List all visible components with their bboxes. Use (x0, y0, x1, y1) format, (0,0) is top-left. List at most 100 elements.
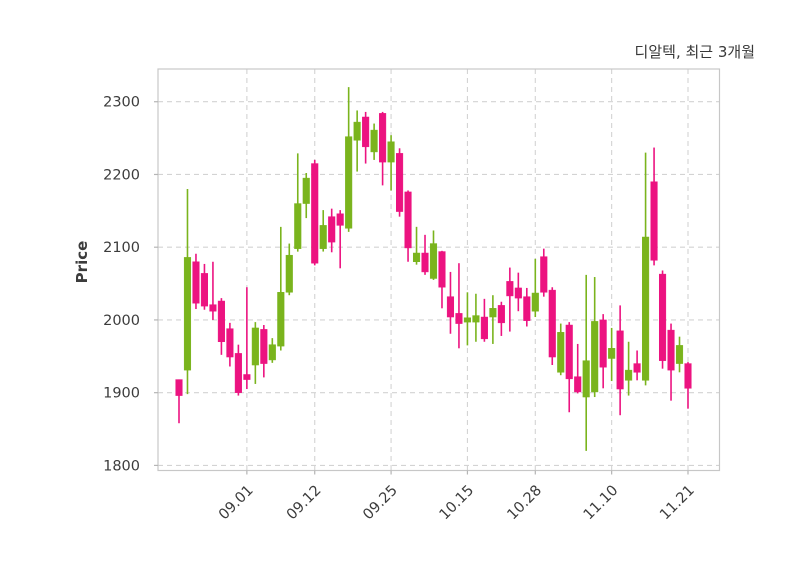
candle (642, 152, 650, 386)
candle (362, 111, 370, 164)
candle (268, 338, 276, 363)
candle (684, 362, 692, 409)
candle-body-up (412, 252, 421, 262)
candle (217, 298, 225, 355)
y-tick-label: 2100 (103, 240, 140, 256)
candle (302, 173, 310, 219)
axes-frame (157, 68, 721, 472)
candle (565, 322, 573, 413)
y-tick-label: 2200 (103, 167, 140, 183)
candle (396, 148, 404, 217)
candle (667, 323, 675, 401)
grid-layer (158, 69, 720, 471)
candle-body-up (557, 332, 565, 373)
candle-body-up (675, 345, 684, 364)
candle-body-up (285, 254, 293, 293)
candle (404, 190, 412, 262)
candle-body-down (616, 330, 624, 390)
candle-body-up (625, 369, 633, 381)
candle-body-up (302, 177, 310, 204)
candle-body-down (446, 296, 455, 318)
axes-spines (157, 68, 721, 472)
candle (523, 287, 531, 327)
candle-body-up (268, 344, 276, 361)
candle-body-up (345, 136, 353, 229)
candle-body-up (489, 308, 497, 318)
candle (608, 327, 616, 382)
candle-body-up (319, 225, 327, 249)
candle-body-down (455, 313, 463, 324)
candle-body-up (251, 327, 259, 366)
candle-body-down (311, 163, 319, 264)
candle-body-down (362, 116, 370, 148)
candle-body-down (421, 252, 429, 273)
candle (234, 344, 242, 396)
candle-body-down (209, 304, 217, 312)
x-tick-label: 11.21 (657, 483, 698, 524)
x-tick-label: 09.12 (284, 483, 325, 524)
candle (345, 87, 353, 232)
candle-body-up (429, 243, 438, 279)
candle (192, 253, 200, 310)
candle-body-down (497, 305, 505, 324)
x-tick-label: 11.10 (581, 483, 622, 524)
candle-body-down (234, 353, 242, 393)
candle (260, 325, 268, 378)
candle-body-down (650, 181, 658, 261)
candle-body-up (642, 236, 650, 381)
candle-body-down (565, 324, 573, 380)
candle (294, 153, 302, 252)
candle (472, 293, 480, 342)
candle-body-down (404, 191, 412, 249)
candle (200, 263, 208, 310)
candle-body-down (480, 316, 488, 340)
candle (183, 189, 192, 395)
candle-body-down (438, 251, 446, 288)
candle-body-up (472, 315, 480, 323)
candle-body-up (531, 292, 539, 312)
candle-body-down (328, 216, 336, 243)
candle (336, 210, 344, 269)
candle-body-up (582, 360, 590, 398)
candle (226, 322, 234, 367)
candle (540, 248, 548, 297)
y-tick-label: 2300 (103, 95, 140, 111)
candle (429, 230, 438, 280)
candle-body-down (599, 319, 607, 368)
candle-body-down (260, 329, 268, 364)
candle (285, 243, 293, 296)
candle (319, 210, 327, 252)
x-tick-label: 09.25 (360, 483, 401, 524)
candle-body-down (506, 281, 514, 297)
candle-body-up (387, 141, 395, 163)
candle-layer (175, 87, 692, 451)
candle (514, 272, 522, 312)
candle (480, 298, 488, 342)
candle (599, 314, 607, 389)
y-tick-label: 1900 (103, 386, 140, 402)
candle-body-down (548, 289, 556, 358)
candle (675, 336, 684, 373)
candle (506, 267, 514, 332)
candle (243, 287, 251, 390)
candle (557, 323, 565, 376)
candle (455, 263, 463, 349)
candle (548, 287, 556, 366)
candle-body-down (633, 363, 641, 373)
candle-body-down (379, 113, 387, 163)
candle (311, 159, 319, 266)
candle-body-up (591, 321, 599, 393)
candle (412, 226, 421, 265)
candle (489, 295, 497, 344)
candle-body-down (226, 328, 234, 358)
candle (387, 135, 395, 191)
candle (497, 301, 505, 336)
y-axis-label: Price (73, 241, 91, 284)
candle-body-down (396, 153, 404, 212)
candle-body-down (684, 363, 692, 389)
candle (277, 226, 285, 351)
x-tick-label: 10.15 (437, 483, 478, 524)
candle (616, 305, 624, 416)
